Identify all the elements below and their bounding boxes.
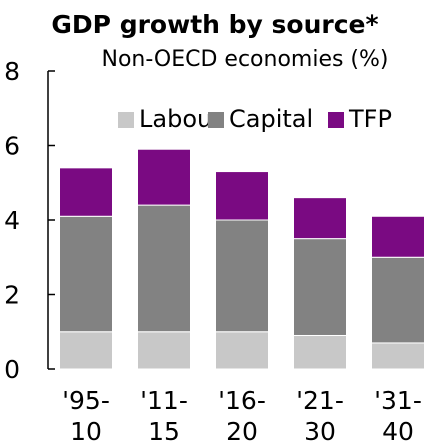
bar-segment-labour bbox=[215, 331, 269, 370]
bar-segment-labour bbox=[137, 331, 191, 370]
x-category-label: 10 bbox=[70, 417, 102, 446]
bar-segment-tfp bbox=[371, 215, 425, 258]
x-category-label: '11- bbox=[140, 386, 188, 415]
legend-label-capital: Capital bbox=[229, 105, 313, 133]
legend-swatch-capital bbox=[208, 112, 224, 128]
bar-segment-capital bbox=[215, 219, 269, 333]
bar-segment-tfp bbox=[59, 167, 113, 217]
x-category-label: 15 bbox=[148, 417, 180, 446]
x-category-label: '21- bbox=[296, 386, 344, 415]
y-tick-label: 6 bbox=[4, 132, 20, 161]
bar-segment-tfp bbox=[293, 197, 347, 240]
bar-segment-tfp bbox=[137, 148, 191, 206]
x-category-label: 30 bbox=[304, 417, 336, 446]
x-category-label: '95- bbox=[62, 386, 110, 415]
x-category-label: 40 bbox=[382, 417, 414, 446]
bar-segment-capital bbox=[371, 256, 425, 344]
legend-swatch-tfp bbox=[328, 112, 344, 128]
chart-title: GDP growth by source* bbox=[51, 10, 379, 39]
x-category-label: '16- bbox=[218, 386, 266, 415]
bar-segment-capital bbox=[59, 215, 113, 333]
bar-segment-labour bbox=[293, 334, 347, 370]
bar-segment-capital bbox=[137, 204, 191, 333]
x-category-label: '31- bbox=[374, 386, 422, 415]
bar-segment-tfp bbox=[215, 171, 269, 221]
y-tick-label: 0 bbox=[4, 355, 20, 384]
chart-subtitle: Non-OECD economies (%) bbox=[101, 47, 389, 72]
y-tick-label: 4 bbox=[4, 206, 20, 235]
legend-label-tfp: TFP bbox=[348, 105, 392, 133]
bar-segment-capital bbox=[293, 238, 347, 336]
legend-swatch-labour bbox=[118, 112, 134, 128]
y-tick-label: 2 bbox=[4, 281, 20, 310]
x-category-label: 20 bbox=[226, 417, 258, 446]
bar-segment-labour bbox=[371, 342, 425, 370]
y-tick-label: 8 bbox=[4, 57, 20, 86]
bar-segment-labour bbox=[59, 331, 113, 370]
